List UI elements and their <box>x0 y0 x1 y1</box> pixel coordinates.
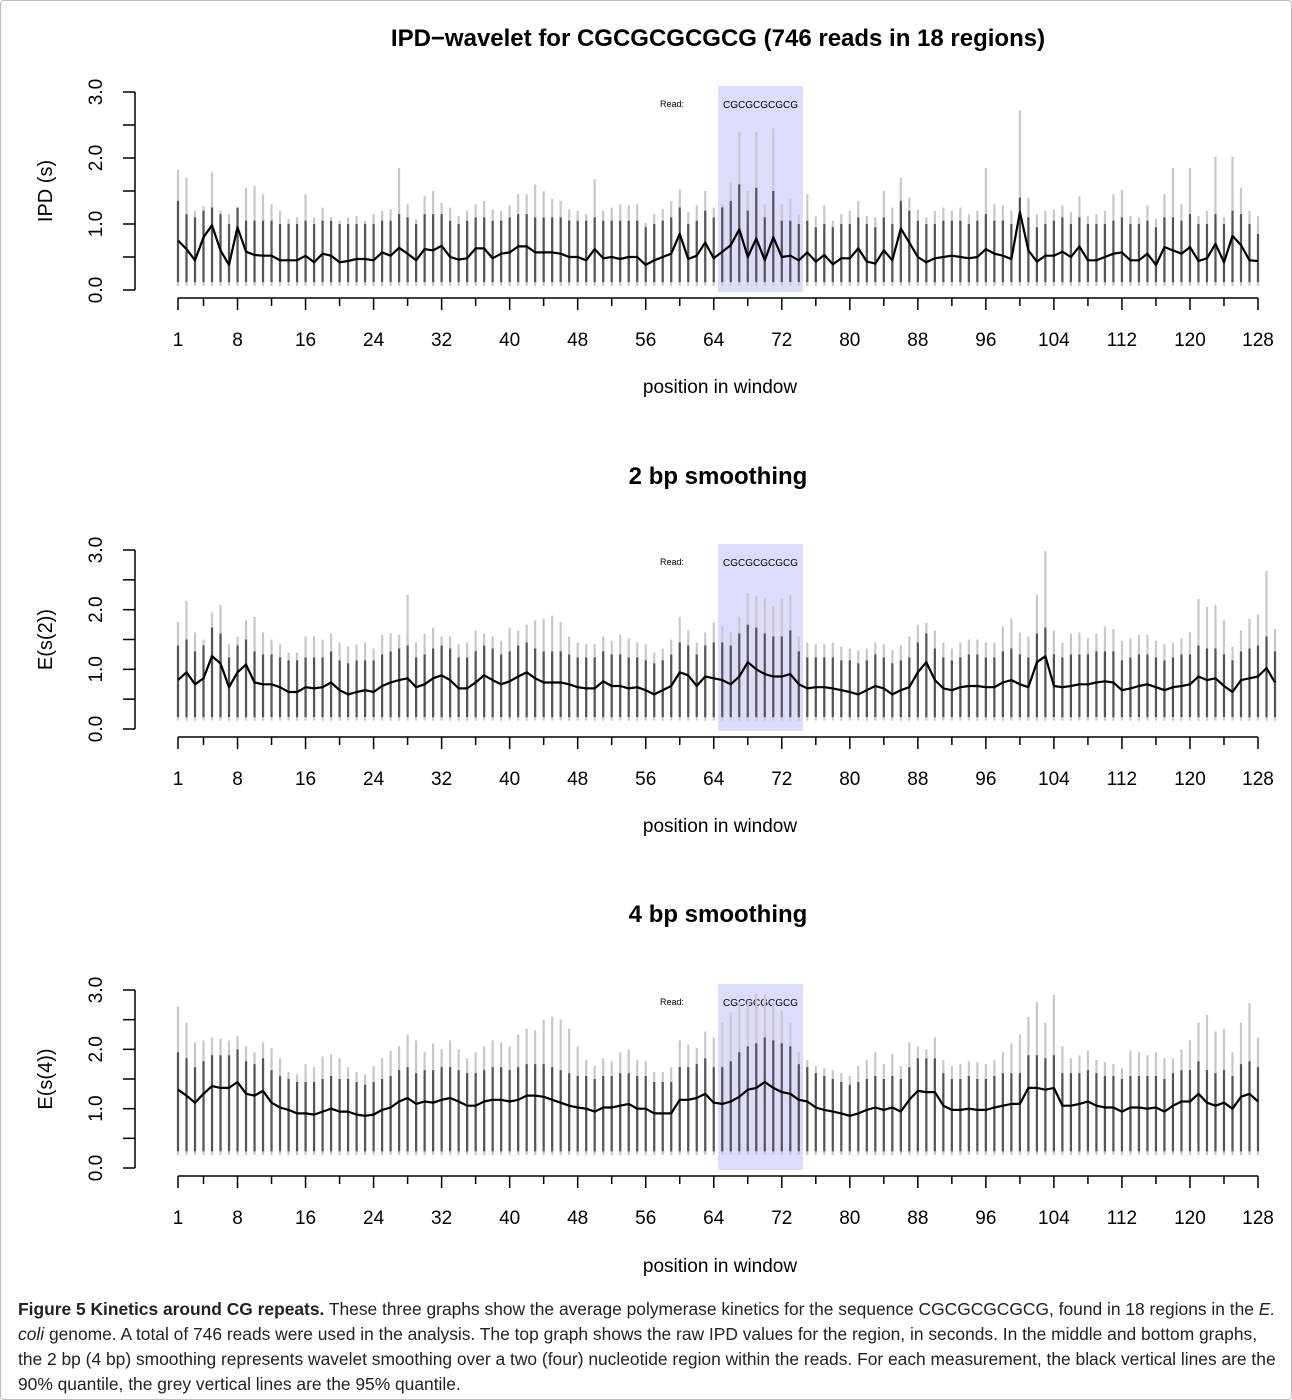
x-tick-label: 24 <box>363 330 385 351</box>
chart-title: 2 bp smoothing <box>629 463 808 490</box>
x-tick-label: 56 <box>635 1208 656 1229</box>
mean-line <box>177 1080 1259 1117</box>
chart-panel-2: 2 bp smoothing Read: CGCGCGCGCG 0.0 1.0 2.0 3.… <box>35 463 1277 837</box>
x-tick-label: 120 <box>1174 330 1206 351</box>
x-tick-label: 8 <box>232 330 243 351</box>
y-tick-label: 0.0 <box>86 716 107 742</box>
x-tick-label: 48 <box>567 769 588 790</box>
y-axis-label: E(s(4)) <box>35 1048 57 1109</box>
chart-title: IPD−wavelet for CGCGCGCGCG (746 reads in… <box>391 25 1045 52</box>
x-tick-label: 16 <box>295 769 316 790</box>
x-tick-label: 32 <box>431 1208 452 1229</box>
x-tick-label: 48 <box>567 1208 588 1229</box>
chart-panel-3: 4 bp smoothing Read: CGCGCGCGCG 0.0 1.0 2.0 3.… <box>35 901 1274 1277</box>
x-tick-label: 96 <box>975 1208 996 1229</box>
y-tick-label: 2.0 <box>86 1036 107 1062</box>
x-tick-label: 24 <box>363 769 385 790</box>
y-tick-label: 2.0 <box>86 145 107 171</box>
read-sequence: CGCGCGCGCG <box>723 998 798 1009</box>
read-label: Read: <box>660 557 684 567</box>
x-tick-label: 96 <box>975 330 996 351</box>
x-tick-label: 72 <box>771 769 792 790</box>
chart-title: 4 bp smoothing <box>629 901 808 928</box>
x-tick-label: 40 <box>499 330 520 351</box>
caption-figure-label: Figure 5 Kinetics around CG repeats. <box>18 1299 325 1319</box>
mean-line <box>177 211 1259 266</box>
x-tick-label: 112 <box>1107 769 1137 790</box>
x-tick-label: 1 <box>173 769 184 790</box>
x-tick-label: 128 <box>1242 769 1274 790</box>
x-tick-label: 112 <box>1107 330 1137 351</box>
x-tick-label: 80 <box>839 769 860 790</box>
highlight-region <box>718 984 804 1170</box>
x-tick-label: 32 <box>431 769 452 790</box>
x-tick-label: 88 <box>907 330 928 351</box>
chart-panel-1: IPD−wavelet for CGCGCGCGCG (746 reads in… <box>35 25 1274 398</box>
x-tick-label: 1 <box>173 330 184 351</box>
x-tick-label: 64 <box>703 1208 725 1229</box>
x-axis-label: position in window <box>643 816 797 837</box>
x-tick-label: 72 <box>771 1208 792 1229</box>
x-tick-label: 40 <box>499 769 520 790</box>
x-tick-label: 16 <box>295 330 316 351</box>
read-label: Read: <box>660 997 684 1007</box>
read-label: Read: <box>660 99 684 109</box>
mean-line <box>177 655 1276 696</box>
read-sequence: CGCGCGCGCG <box>723 100 798 111</box>
x-tick-label: 64 <box>703 330 725 351</box>
y-axis-label: IPD (s) <box>35 160 57 222</box>
x-tick-label: 120 <box>1174 1208 1206 1229</box>
x-axis-label: position in window <box>643 377 797 398</box>
x-tick-label: 64 <box>703 769 725 790</box>
x-tick-label: 104 <box>1038 1208 1070 1229</box>
x-tick-label: 1 <box>173 1208 184 1229</box>
x-tick-label: 80 <box>839 330 860 351</box>
x-tick-label: 16 <box>295 1208 316 1229</box>
x-tick-label: 112 <box>1107 1208 1137 1229</box>
y-tick-label: 2.0 <box>86 596 107 622</box>
figure-caption: Figure 5 Kinetics around CG repeats. The… <box>18 1297 1278 1397</box>
x-axis-label: position in window <box>643 1256 797 1277</box>
y-axis-label: E(s(2)) <box>35 609 57 670</box>
x-tick-label: 128 <box>1242 330 1274 351</box>
caption-text-part-1: These three graphs show the average poly… <box>324 1299 1259 1319</box>
read-sequence: CGCGCGCGCG <box>723 558 798 569</box>
x-tick-label: 104 <box>1038 769 1070 790</box>
x-tick-label: 40 <box>499 1208 520 1229</box>
y-tick-label: 0.0 <box>86 277 107 303</box>
x-tick-label: 128 <box>1242 1208 1274 1229</box>
x-tick-label: 88 <box>907 1208 928 1229</box>
x-tick-label: 88 <box>907 769 928 790</box>
x-tick-label: 56 <box>635 330 656 351</box>
y-tick-label: 3.0 <box>86 977 107 1003</box>
x-tick-label: 8 <box>232 769 243 790</box>
highlight-region <box>718 544 804 731</box>
caption-text-part-2: genome. A total of 746 reads were used i… <box>18 1324 1276 1394</box>
x-tick-label: 8 <box>232 1208 243 1229</box>
highlight-region <box>718 86 804 292</box>
y-tick-label: 1.0 <box>86 656 107 682</box>
y-tick-label: 3.0 <box>86 537 107 563</box>
y-tick-label: 0.0 <box>86 1155 107 1181</box>
y-tick-label: 1.0 <box>86 211 107 237</box>
x-tick-label: 56 <box>635 769 656 790</box>
x-tick-label: 96 <box>975 769 996 790</box>
y-tick-label: 1.0 <box>86 1095 107 1121</box>
x-tick-label: 24 <box>363 1208 385 1229</box>
x-tick-label: 120 <box>1174 769 1206 790</box>
y-tick-label: 3.0 <box>86 79 107 105</box>
x-tick-label: 48 <box>567 330 588 351</box>
x-tick-label: 32 <box>431 330 452 351</box>
x-tick-label: 80 <box>839 1208 860 1229</box>
x-tick-label: 104 <box>1038 330 1070 351</box>
x-tick-label: 72 <box>771 330 792 351</box>
figure-chart-panels: IPD−wavelet for CGCGCGCGCG (746 reads in… <box>35 25 1277 1277</box>
caption-organism: E. coli <box>18 1299 1276 1344</box>
